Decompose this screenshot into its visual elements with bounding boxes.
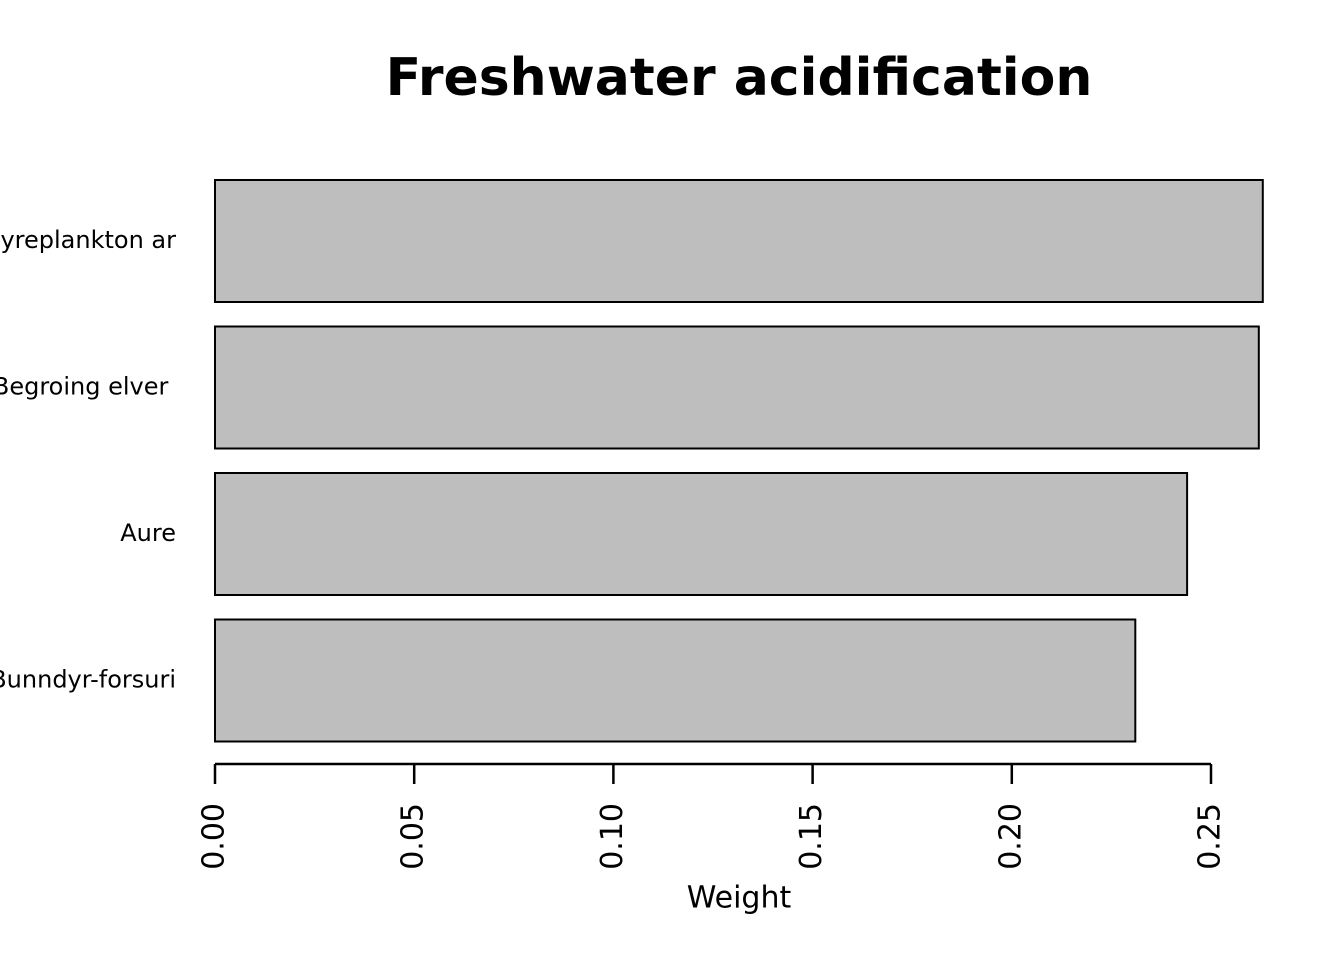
x-tick-label: 0.00 bbox=[197, 803, 232, 870]
y-tick-label: Bunndyr-forsuri bbox=[0, 666, 176, 694]
y-tick-label: Begroing elver bbox=[0, 373, 176, 401]
y-tick-label: Aure bbox=[120, 519, 176, 547]
x-tick-label: 0.25 bbox=[1193, 803, 1228, 870]
x-tick-label: 0.15 bbox=[794, 803, 829, 870]
bar bbox=[214, 325, 1260, 450]
bar bbox=[214, 472, 1189, 596]
chart-title: Freshwater acidification bbox=[386, 48, 1093, 108]
x-tick-label: 0.20 bbox=[993, 803, 1028, 870]
bar bbox=[214, 618, 1137, 743]
y-tick-label: Dyreplankton ar bbox=[0, 226, 176, 254]
x-axis-label: Weight bbox=[687, 881, 792, 916]
x-tick-label: 0.05 bbox=[396, 803, 431, 870]
bar bbox=[214, 179, 1264, 303]
x-tick-label: 0.10 bbox=[595, 803, 630, 870]
